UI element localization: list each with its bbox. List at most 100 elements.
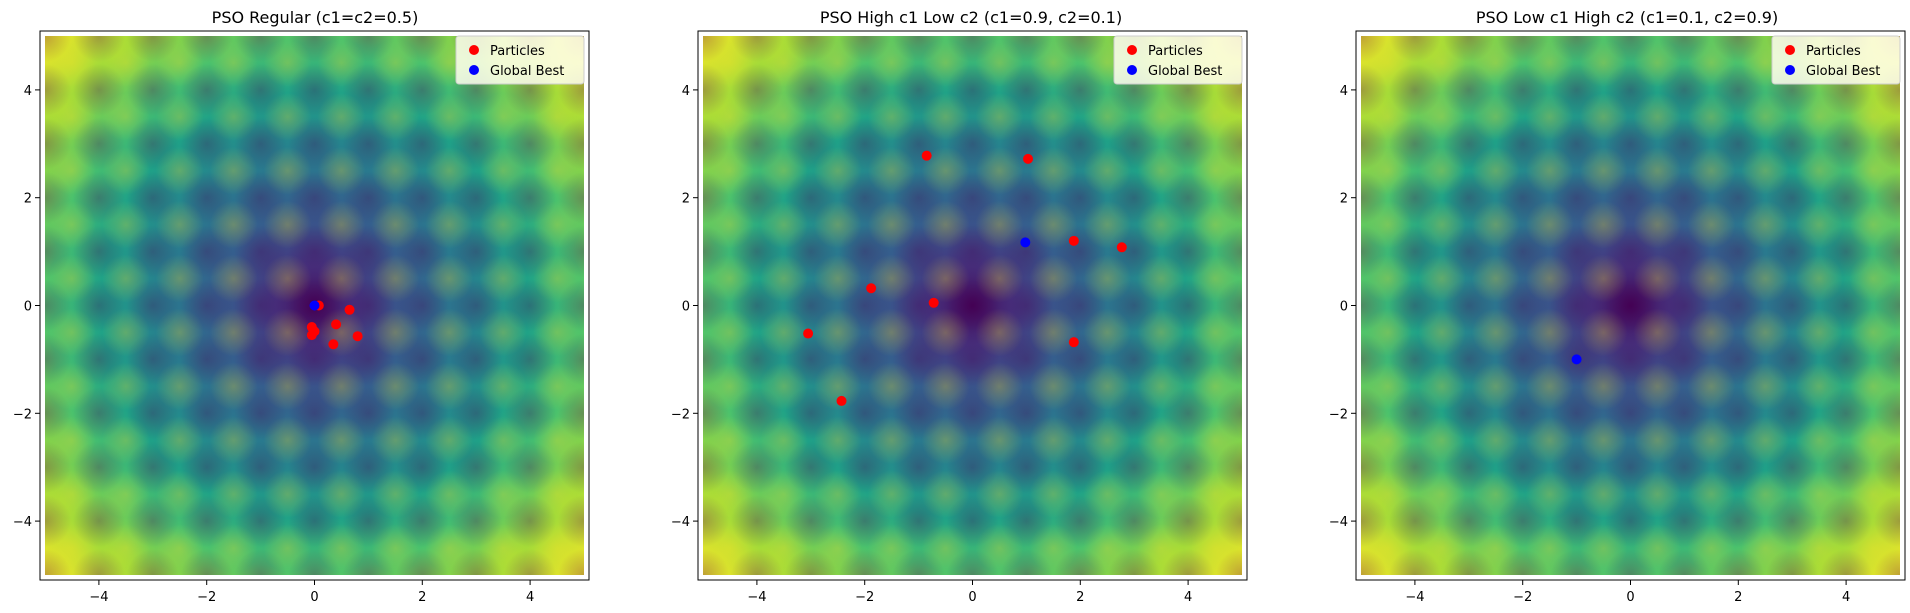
contour-well xyxy=(1216,279,1242,332)
contour-peak xyxy=(1903,255,1910,303)
contour-well xyxy=(1874,333,1900,386)
axes: −4 −2 0 2 4 −4 −2 0 2 4 xyxy=(671,30,1248,605)
legend-marker-global-best xyxy=(1785,65,1795,75)
contour-well xyxy=(558,279,584,332)
contour-peak xyxy=(1245,308,1293,356)
y-tick-label: 0 xyxy=(682,300,690,315)
contour-well xyxy=(1874,387,1900,440)
contour-peak xyxy=(1903,362,1910,410)
x-tick-label: 4 xyxy=(1184,590,1192,605)
contour-well xyxy=(1000,36,1053,62)
subplot-pso-regular: PSO Regular (c1=c2=0.5) −4 −2 0 2 4 −4 −2 0 2 4 P… xyxy=(13,0,635,605)
contour-peak xyxy=(587,255,635,303)
contour-well xyxy=(558,225,584,278)
y-tick-label: 2 xyxy=(682,192,690,207)
particles-point xyxy=(928,297,939,308)
x-tick-label: 2 xyxy=(1076,590,1084,605)
contour-peak xyxy=(1245,470,1293,518)
contour-peak xyxy=(102,0,150,33)
particles-point xyxy=(866,283,877,294)
contour-well xyxy=(558,171,584,224)
contour-well xyxy=(288,36,341,62)
contour-well xyxy=(234,36,287,62)
x-tick-label: 0 xyxy=(310,590,318,605)
contour-well xyxy=(1874,441,1900,494)
y-tick-label: −2 xyxy=(671,407,690,422)
legend-label-particles: Particles xyxy=(1148,44,1203,59)
contour-peak xyxy=(1903,470,1910,518)
y-tick-label: −2 xyxy=(13,407,32,422)
contour-peak xyxy=(587,524,635,572)
legend-label-global-best: Global Best xyxy=(490,64,564,79)
contour-well xyxy=(1604,36,1657,62)
particles-point xyxy=(344,304,355,315)
contour-peak xyxy=(1903,416,1910,464)
y-tick-label: −4 xyxy=(1329,515,1348,530)
x-tick-label: 2 xyxy=(1734,590,1742,605)
contour-peak xyxy=(1191,0,1239,33)
contour-well xyxy=(558,333,584,386)
contour-peak xyxy=(1849,0,1897,33)
contour-peak xyxy=(1245,147,1293,195)
subplot-title: PSO Low c1 High c2 (c1=0.1, c2=0.9) xyxy=(1476,8,1778,27)
contour-well xyxy=(558,549,584,575)
contour-peak xyxy=(1245,93,1293,141)
contour-well xyxy=(1874,171,1900,224)
subplot-pso-low-c1-high-c2: PSO Low c1 High c2 (c1=0.1, c2=0.9) −4 −2… xyxy=(1329,0,1910,605)
legend: Particles Global Best xyxy=(1771,35,1901,85)
x-tick-label: −4 xyxy=(89,590,108,605)
contour-well xyxy=(1216,441,1242,494)
legend: Particles Global Best xyxy=(455,35,585,85)
contour-well xyxy=(946,36,999,62)
particles-point xyxy=(309,326,320,337)
contour-peak xyxy=(1903,308,1910,356)
contour-well xyxy=(1216,333,1242,386)
contour-peak xyxy=(1364,0,1412,33)
contour-well xyxy=(1216,387,1242,440)
contour-peak xyxy=(587,147,635,195)
contour-well xyxy=(1874,549,1900,575)
legend-box xyxy=(455,35,585,85)
contour-well xyxy=(1874,117,1900,170)
contour-well xyxy=(558,495,584,548)
contour-peak xyxy=(1245,0,1293,33)
legend-label-global-best: Global Best xyxy=(1806,64,1880,79)
contour-peak xyxy=(1903,524,1910,572)
global-best-point xyxy=(1020,237,1031,248)
contour-well xyxy=(1216,495,1242,548)
legend-marker-particles xyxy=(469,45,479,55)
y-tick-label: −4 xyxy=(671,515,690,530)
contour-peak xyxy=(1903,0,1910,33)
contour-well xyxy=(1054,36,1107,62)
x-tick-label: 2 xyxy=(418,590,426,605)
contour-peak xyxy=(587,39,635,87)
contour-peak xyxy=(587,201,635,249)
axes: −4 −2 0 2 4 −4 −2 0 2 4 xyxy=(1329,30,1906,605)
contour-peak xyxy=(1903,201,1910,249)
legend-marker-particles xyxy=(1127,45,1137,55)
particles-point xyxy=(1068,235,1079,246)
contour-peak xyxy=(706,0,754,33)
x-tick-label: −2 xyxy=(1513,590,1532,605)
contour-well xyxy=(1442,36,1495,62)
contour-peak xyxy=(1245,524,1293,572)
particles-point xyxy=(803,328,814,339)
contour-peak xyxy=(587,93,635,141)
contour-peak xyxy=(1903,93,1910,141)
contour-well xyxy=(1216,225,1242,278)
x-tick-label: −4 xyxy=(1405,590,1424,605)
contour-well xyxy=(892,36,945,62)
particles-point xyxy=(331,319,342,330)
contour-well xyxy=(703,36,729,62)
contour-peak xyxy=(1795,0,1843,33)
x-tick-label: 4 xyxy=(1842,590,1850,605)
contour-peak xyxy=(1245,39,1293,87)
contour-well xyxy=(342,36,395,62)
legend-label-global-best: Global Best xyxy=(1148,64,1222,79)
contour-peak xyxy=(587,470,635,518)
contour-peak xyxy=(1245,201,1293,249)
particles-point xyxy=(921,150,932,161)
particles-point xyxy=(352,331,363,342)
contour-well xyxy=(1216,549,1242,575)
